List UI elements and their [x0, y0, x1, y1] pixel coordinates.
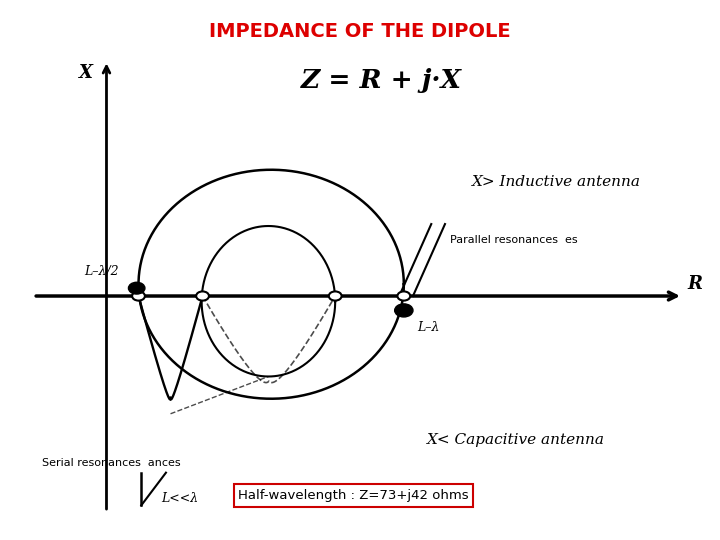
Text: X: X — [78, 64, 93, 82]
Text: X< Capacitive antenna: X< Capacitive antenna — [427, 433, 605, 447]
Circle shape — [128, 282, 145, 294]
Text: Serial resonances  ances: Serial resonances ances — [42, 458, 181, 468]
Text: L–λ/2: L–λ/2 — [84, 265, 118, 278]
Text: Half-wavelength : Z=73+j42 ohms: Half-wavelength : Z=73+j42 ohms — [238, 489, 469, 502]
Circle shape — [196, 292, 209, 301]
Text: L–λ: L–λ — [418, 321, 440, 334]
Text: IMPEDANCE OF THE DIPOLE: IMPEDANCE OF THE DIPOLE — [210, 22, 510, 40]
Text: R: R — [688, 275, 703, 293]
Circle shape — [132, 292, 145, 301]
Text: Parallel resonances  es: Parallel resonances es — [449, 235, 577, 245]
Text: L<<λ: L<<λ — [161, 492, 199, 505]
Text: X> Inductive antenna: X> Inductive antenna — [472, 174, 642, 188]
Circle shape — [397, 292, 410, 301]
Text: Z = R + j·X: Z = R + j·X — [300, 68, 462, 93]
Circle shape — [329, 292, 341, 301]
Circle shape — [395, 304, 413, 317]
